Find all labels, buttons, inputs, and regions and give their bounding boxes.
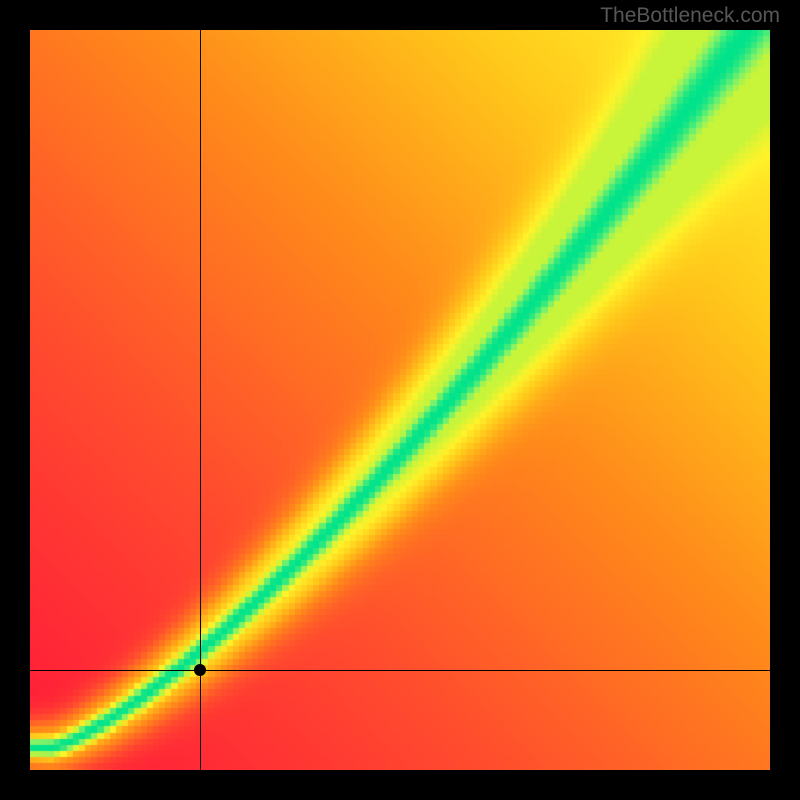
plot-area — [30, 30, 770, 770]
marker-dot — [194, 664, 206, 676]
watermark-text: TheBottleneck.com — [600, 4, 780, 28]
crosshair-vertical — [200, 30, 201, 770]
crosshair-horizontal — [30, 670, 770, 671]
heatmap-canvas — [30, 30, 770, 770]
